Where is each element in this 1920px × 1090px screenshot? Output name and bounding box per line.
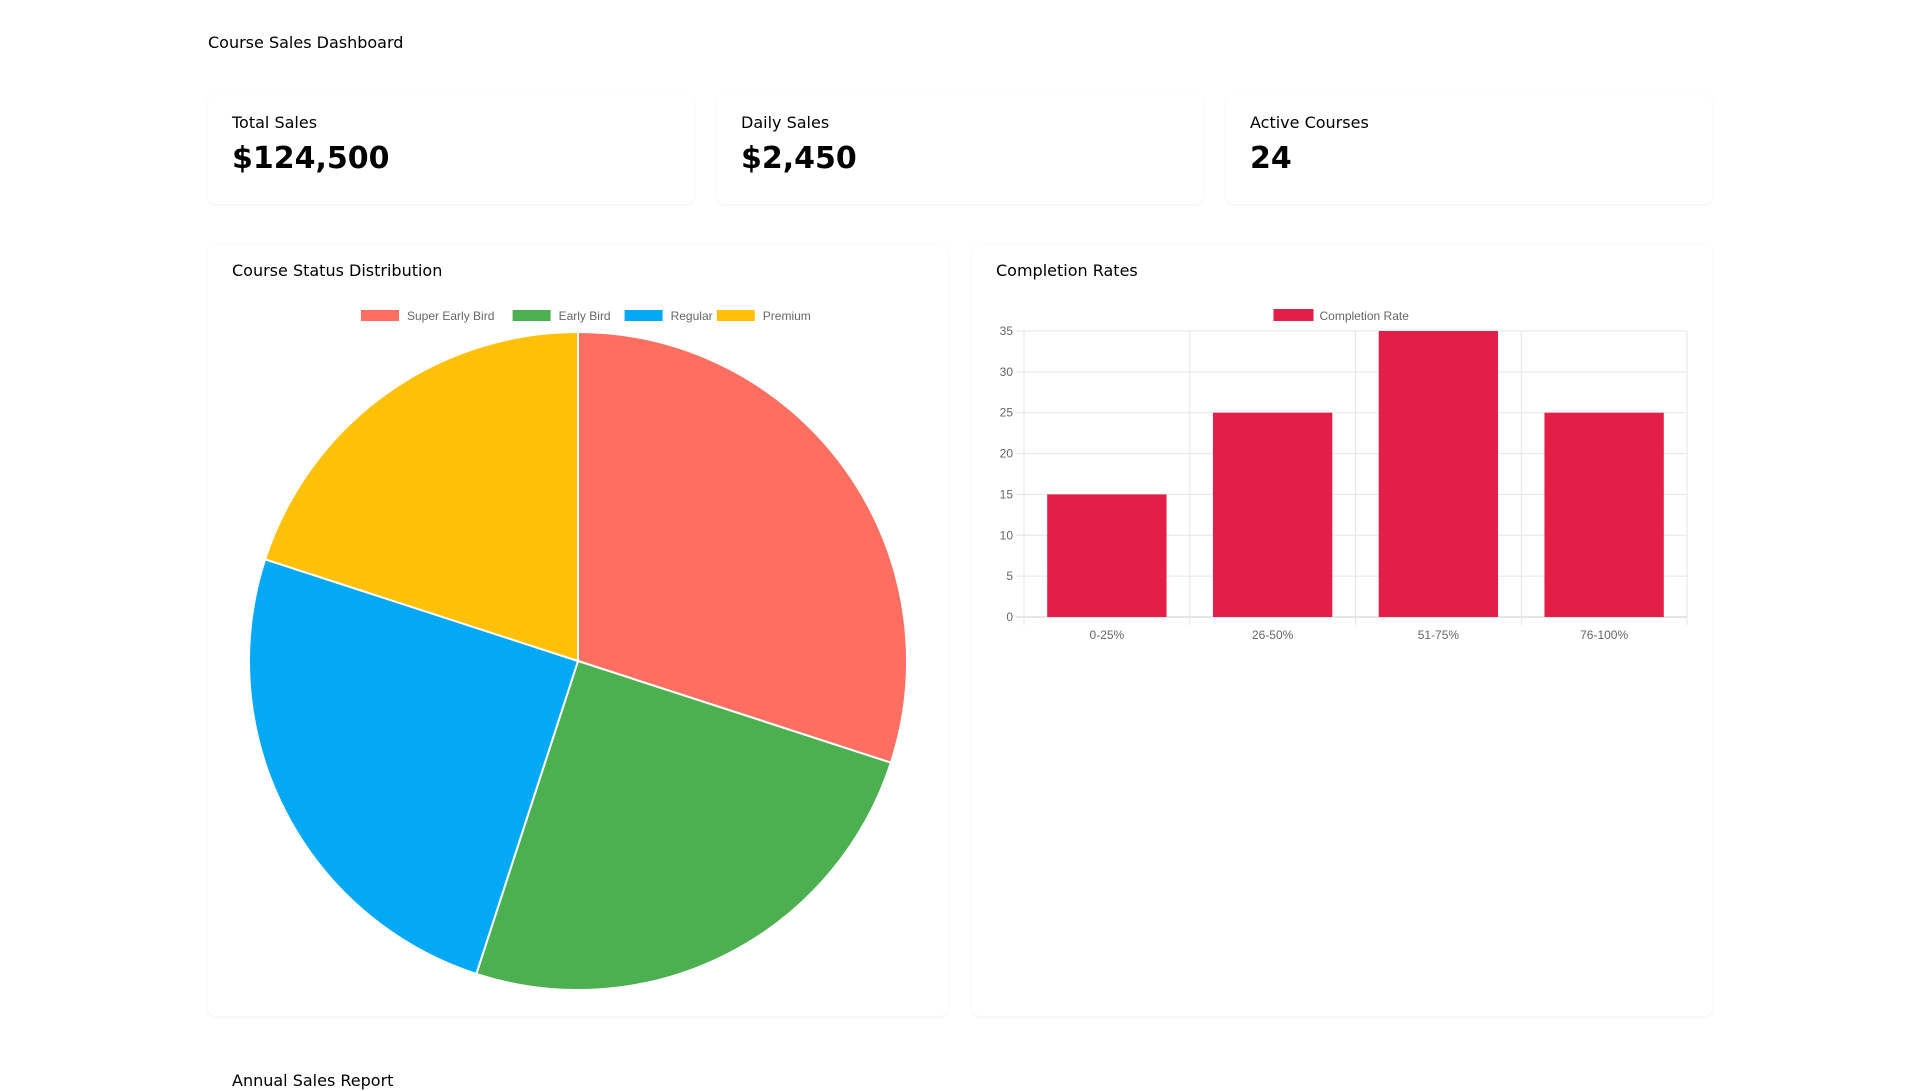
bar-76-100% bbox=[1544, 412, 1664, 617]
stat-value: 24 bbox=[1250, 141, 1292, 176]
legend-swatch bbox=[716, 310, 755, 321]
legend-label: Completion Rate bbox=[1320, 309, 1410, 323]
stat-label: Total Sales bbox=[232, 113, 318, 132]
legend-swatch bbox=[361, 310, 399, 321]
x-tick-label: 0-25% bbox=[1090, 628, 1125, 642]
chart-title: Course Status Distribution bbox=[232, 261, 443, 280]
y-tick-label: 0 bbox=[1006, 610, 1013, 624]
stat-card-daily-sales: Daily Sales $2,450 bbox=[717, 95, 1203, 204]
y-tick-label: 25 bbox=[1000, 406, 1014, 420]
stat-value: $2,450 bbox=[741, 141, 857, 176]
chart-title: Completion Rates bbox=[996, 261, 1138, 280]
y-tick-label: 35 bbox=[1000, 324, 1014, 338]
legend-label: Regular bbox=[671, 309, 713, 323]
y-tick-label: 20 bbox=[1000, 447, 1014, 461]
legend-swatch bbox=[624, 310, 663, 321]
legend-label: Super Early Bird bbox=[407, 309, 494, 323]
legend-swatch bbox=[512, 310, 551, 321]
stat-card-total-sales: Total Sales $124,500 bbox=[208, 95, 694, 204]
y-tick-label: 10 bbox=[1000, 528, 1014, 542]
pie-chart-card: Course Status Distribution Super Early B… bbox=[208, 245, 948, 1016]
y-tick-label: 30 bbox=[1000, 365, 1014, 379]
y-tick-label: 15 bbox=[1000, 487, 1014, 501]
pie-slice-regular bbox=[247, 558, 580, 976]
bar-chart: Completion Rate 0 5 10 15 20 25 30 35 0-25% 26-50%… bbox=[1000, 309, 1688, 642]
x-tick-label: 26-50% bbox=[1252, 628, 1294, 642]
legend-label: Premium bbox=[763, 309, 811, 323]
legend-swatch bbox=[1273, 309, 1314, 321]
stat-label: Daily Sales bbox=[741, 113, 830, 132]
bar-51-75% bbox=[1378, 331, 1499, 617]
bar-26-50% bbox=[1212, 412, 1333, 617]
stat-label: Active Courses bbox=[1250, 113, 1369, 132]
x-tick-label: 76-100% bbox=[1580, 628, 1628, 642]
bar-chart-card: Completion Rates Completion Rate 0 5 10 15 20… bbox=[972, 245, 1712, 1016]
pie-slice-early-bird bbox=[475, 659, 893, 992]
pie-chart: Super Early Bird Early Bird Regular Premium bbox=[247, 309, 909, 992]
x-tick-label: 51-75% bbox=[1418, 628, 1460, 642]
bar-0-25% bbox=[1047, 494, 1167, 617]
annual-sales-title: Annual Sales Report bbox=[232, 1071, 394, 1090]
pie-slice-super-early-bird bbox=[577, 330, 909, 764]
stat-card-active-courses: Active Courses 24 bbox=[1226, 95, 1712, 204]
page-title: Course Sales Dashboard bbox=[208, 33, 404, 52]
pie-slice-premium bbox=[263, 330, 579, 663]
y-tick-label: 5 bbox=[1006, 569, 1013, 583]
stat-value: $124,500 bbox=[232, 141, 390, 176]
legend-label: Early Bird bbox=[559, 309, 611, 323]
